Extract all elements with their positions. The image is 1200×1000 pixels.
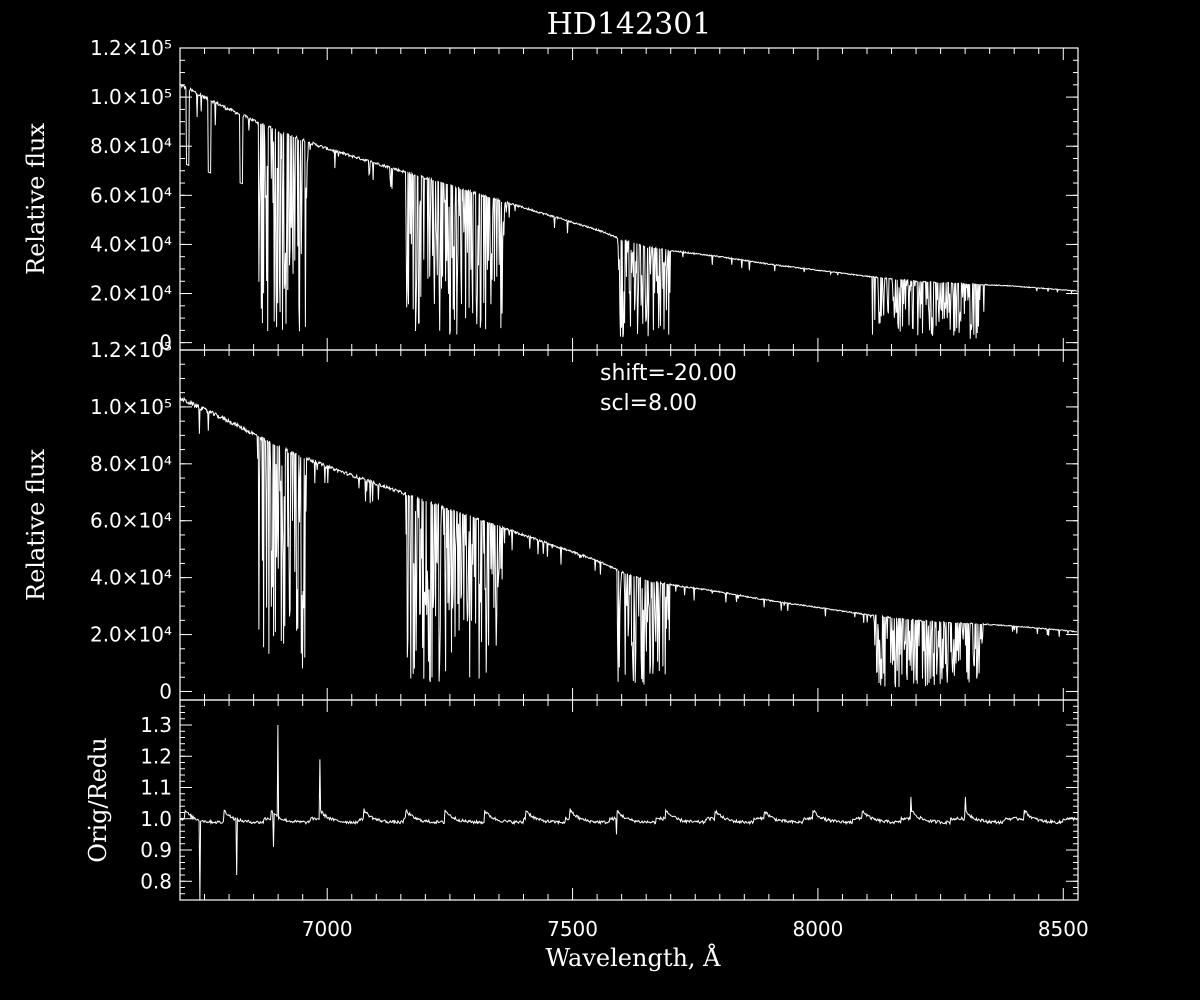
bot-ytick-label: 1.2 — [140, 744, 172, 768]
top-ytick-label: 0 — [159, 331, 172, 355]
top-ytick-label: 6.0×10⁴ — [90, 183, 172, 207]
chart-title: HD142301 — [547, 7, 712, 42]
mid-ytick-label: 0 — [159, 679, 172, 703]
x-axis-label: Wavelength, Å — [545, 943, 721, 972]
mid-ytick-label: 1.2×10⁵ — [90, 338, 172, 362]
shift-annotation: shift=-20.00 — [600, 361, 737, 386]
bot-ytick-label: 1.3 — [140, 713, 172, 737]
panel-middle: 0 2.0×10⁴ 4.0×10⁴ 6.0×10⁴ 8.0×10⁴ 1.0×10⁵ 1.2×… — [22, 338, 1079, 703]
panel-middle-ticks: 0 2.0×10⁴ 4.0×10⁴ 6.0×10⁴ 8.0×10⁴ 1.0×10⁵ 1.2×… — [90, 338, 1078, 703]
mid-ytick-label: 1.0×10⁵ — [90, 395, 172, 419]
bot-xtick-label: 7500 — [547, 917, 598, 941]
bot-ytick-label: 0.9 — [140, 838, 172, 862]
panel-top-spectrum — [179, 83, 1078, 339]
top-ytick-label: 1.0×10⁵ — [90, 85, 172, 109]
bot-ytick-label: 1.1 — [140, 776, 172, 800]
panel-middle-ylabel: Relative flux — [22, 449, 50, 601]
panel-top-ticks: 0 2.0×10⁴ 4.0×10⁴ 6.0×10⁴ 8.0×10⁴ 1.0×10⁵ 1.2×… — [90, 36, 1078, 355]
top-ytick-label: 4.0×10⁴ — [90, 232, 172, 256]
bot-ytick-label: 1.0 — [140, 807, 172, 831]
scale-annotation: scl=8.00 — [600, 391, 697, 416]
mid-ytick-label: 2.0×10⁴ — [90, 623, 172, 647]
panel-bottom-ratio-curve — [179, 724, 1077, 901]
bot-ytick-label: 0.8 — [140, 869, 172, 893]
panel-bottom: 0.8 0.9 1.0 1.1 1.2 1.3 7000 7500 8000 8500 Orig/… — [84, 699, 1089, 972]
panel-bottom-ticks: 0.8 0.9 1.0 1.1 1.2 1.3 7000 7500 8000 8500 — [140, 700, 1089, 941]
mid-ytick-label: 4.0×10⁴ — [90, 566, 172, 590]
mid-ytick-label: 8.0×10⁴ — [90, 452, 172, 476]
bot-xtick-label: 8000 — [792, 917, 843, 941]
mid-ytick-label: 6.0×10⁴ — [90, 509, 172, 533]
panel-middle-spectrum — [179, 396, 1078, 688]
panel-top-ylabel: Relative flux — [22, 123, 50, 275]
panel-bottom-ylabel: Orig/Redu — [84, 737, 112, 862]
bot-xtick-label: 7000 — [302, 917, 353, 941]
panel-top: 0 2.0×10⁴ 4.0×10⁴ 6.0×10⁴ 8.0×10⁴ 1.0×10⁵ 1.2×… — [22, 36, 1079, 355]
top-ytick-label: 2.0×10⁴ — [90, 282, 172, 306]
top-ytick-label: 1.2×10⁵ — [90, 36, 172, 60]
bot-xtick-label: 8500 — [1038, 917, 1089, 941]
top-ytick-label: 8.0×10⁴ — [90, 134, 172, 158]
